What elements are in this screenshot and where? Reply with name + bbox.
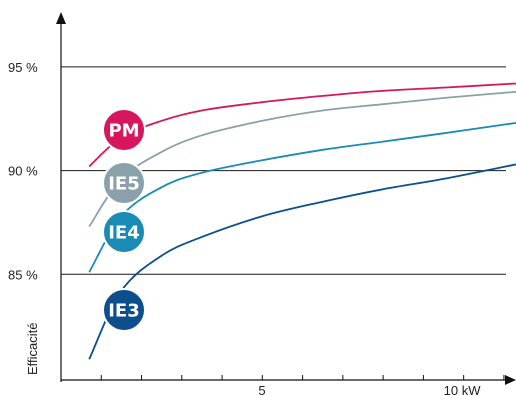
y-axis-arrow-icon (56, 12, 66, 24)
x-tick-label: 5 (258, 383, 265, 396)
badge-label: PM (108, 121, 139, 142)
series-badge-pm: PM (102, 108, 146, 152)
badge-label: IE5 (108, 174, 140, 195)
badge-circle (102, 108, 146, 152)
y-tick-label: 90 % (8, 164, 38, 179)
x-axis-arrow-icon (505, 375, 516, 385)
x-tick-label: 10 kW (444, 383, 482, 396)
y-tick-label: 85 % (8, 267, 38, 282)
badge-label: IE4 (108, 223, 140, 244)
badge-circle (102, 161, 146, 205)
y-tick-label: 95 % (8, 60, 38, 75)
series-line-ie4 (88, 122, 516, 273)
badge-circle (102, 210, 146, 254)
y-axis-label: Efficacité (25, 322, 40, 375)
series-badge-ie3: IE3 (102, 288, 146, 332)
badge-label: IE3 (108, 301, 140, 322)
series-badge-ie5: IE5 (102, 161, 146, 205)
series-badge-ie4: IE4 (102, 210, 146, 254)
series-line-ie3 (88, 163, 516, 360)
badge-circle (102, 288, 146, 332)
